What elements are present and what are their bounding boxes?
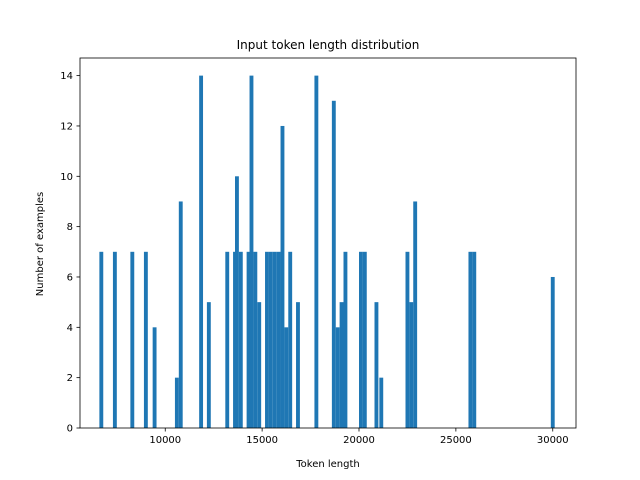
x-axis-label: Token length bbox=[295, 459, 360, 470]
histogram-bar bbox=[249, 75, 254, 428]
histogram-bar bbox=[288, 251, 293, 428]
plot-frame bbox=[79, 57, 577, 429]
histogram-bar bbox=[246, 251, 251, 428]
histogram-bar bbox=[339, 302, 344, 428]
y-tick-label: 14 bbox=[60, 71, 73, 82]
histogram-bar bbox=[413, 201, 418, 428]
histogram-bar bbox=[99, 251, 104, 428]
histogram-bar bbox=[359, 251, 363, 428]
y-axis-label: Number of examples bbox=[35, 192, 46, 296]
histogram-bar bbox=[265, 251, 269, 428]
x-tick-label: 30000 bbox=[537, 435, 569, 446]
histogram-bar bbox=[550, 276, 555, 428]
histogram-bar bbox=[284, 327, 289, 428]
x-tick-label: 15000 bbox=[246, 435, 278, 446]
y-tick-label: 8 bbox=[67, 222, 73, 233]
histogram-bar bbox=[152, 327, 157, 428]
histogram-bar bbox=[472, 251, 477, 428]
y-tick-label: 10 bbox=[60, 172, 73, 183]
chart-title: Input token length distribution bbox=[237, 38, 420, 52]
histogram-bar bbox=[468, 251, 473, 428]
histogram-bar bbox=[235, 176, 239, 428]
x-tick-label: 25000 bbox=[440, 435, 472, 446]
x-tick-label: 20000 bbox=[343, 435, 375, 446]
y-tick-label: 4 bbox=[67, 323, 73, 334]
histogram-bar bbox=[268, 251, 273, 428]
histogram-bar bbox=[362, 251, 367, 428]
histogram-bar bbox=[379, 377, 384, 428]
histogram-bar bbox=[143, 251, 148, 428]
histogram-bar bbox=[343, 251, 348, 428]
histogram-bar bbox=[409, 302, 414, 428]
histogram-bar bbox=[405, 251, 410, 428]
y-tick-label: 0 bbox=[67, 424, 73, 435]
histogram-bar bbox=[238, 251, 243, 428]
histogram-bar bbox=[225, 251, 230, 428]
histogram-bar bbox=[331, 100, 336, 428]
histogram-bar bbox=[206, 302, 211, 428]
histogram-bar bbox=[199, 75, 204, 428]
histogram-bar bbox=[112, 251, 117, 428]
y-tick-label: 2 bbox=[67, 373, 73, 384]
histogram-bar bbox=[174, 377, 179, 428]
histogram-bar bbox=[296, 302, 300, 428]
histogram-bar bbox=[374, 302, 379, 428]
histogram-bar bbox=[253, 251, 258, 428]
histogram-bar bbox=[335, 327, 340, 428]
histogram-bar bbox=[280, 125, 285, 429]
histogram-bar bbox=[314, 75, 319, 428]
y-tick-label: 12 bbox=[60, 121, 73, 132]
axes-layer: 10000 15000 20000 25000 30000 0 2 4 6 8 10 12 14 bbox=[60, 57, 577, 446]
histogram-bar bbox=[178, 201, 183, 428]
bars-layer bbox=[99, 75, 555, 429]
y-tick-label: 6 bbox=[67, 272, 73, 283]
histogram-bar bbox=[130, 251, 135, 428]
x-tick-label: 10000 bbox=[149, 435, 181, 446]
histogram-bar bbox=[276, 251, 281, 428]
histogram-bar bbox=[257, 302, 262, 428]
histogram-bar bbox=[272, 251, 277, 428]
